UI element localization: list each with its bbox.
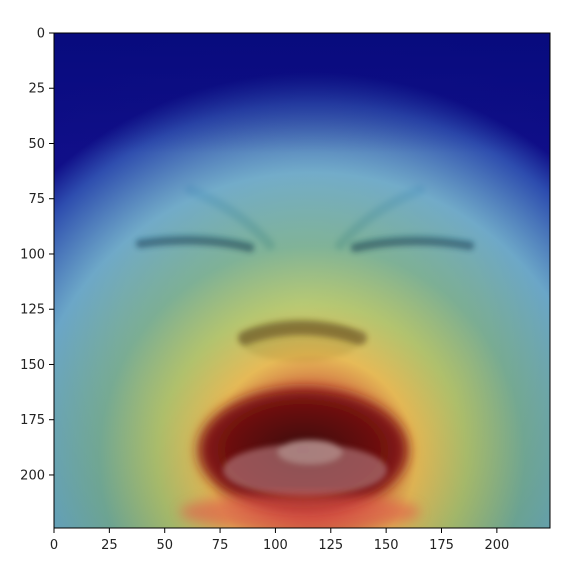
y-tick-label: 150 [20,358,45,373]
y-axis: 0 25 50 75 100 125 150 175 200 [20,27,54,483]
y-tick-label: 125 [20,303,45,318]
x-tick-label: 100 [263,538,288,553]
x-tick-label: 150 [374,538,399,553]
y-tick-label: 100 [20,247,45,262]
x-tick-label: 200 [484,538,509,553]
heatmap-image [54,33,550,528]
y-tick-label: 50 [28,137,45,152]
y-tick-label: 175 [20,413,45,428]
x-tick-label: 175 [429,538,454,553]
y-tick-label: 75 [28,192,45,207]
x-axis: 0 25 50 75 100 125 150 175 200 [50,528,509,553]
y-tick-label: 0 [37,27,45,42]
x-tick-label: 75 [212,538,229,553]
y-tick-label: 200 [20,468,45,483]
y-tick-label: 25 [28,82,45,97]
axes-frame [53,32,551,529]
x-tick-label: 0 [50,538,58,553]
x-tick-label: 50 [156,538,173,553]
x-tick-label: 25 [101,538,118,553]
x-tick-label: 125 [318,538,343,553]
